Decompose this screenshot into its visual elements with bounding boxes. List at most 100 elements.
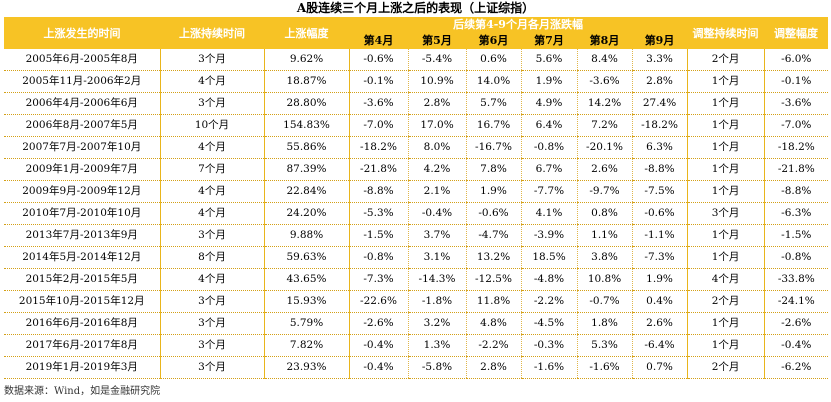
- cell-adj-magnitude: -18.2%: [763, 136, 829, 159]
- cell-month-4: -0.6%: [348, 49, 408, 71]
- cell-month-8: 8.4%: [576, 49, 632, 71]
- cell-adj-magnitude: -0.8%: [763, 246, 829, 269]
- cell-period: 2010年7月-2010年10月: [4, 202, 160, 225]
- cell-month-5: -1.8%: [407, 290, 466, 313]
- cell-month-8: 1.8%: [576, 312, 632, 335]
- cell-period: 2006年8月-2007年5月: [4, 114, 160, 137]
- cell-month-4: -7.3%: [348, 268, 408, 291]
- cell-duration: 4个月: [159, 180, 264, 203]
- cell-month-5: 3.2%: [407, 312, 466, 335]
- cell-adj-duration: 1个月: [686, 246, 765, 269]
- cell-period: 2009年1月-2009年7月: [4, 158, 160, 181]
- cell-gain: 59.63%: [263, 246, 349, 269]
- cell-month-6: -0.6%: [465, 202, 521, 225]
- cell-gain: 87.39%: [263, 158, 349, 181]
- cell-gain: 24.20%: [263, 202, 349, 225]
- cell-month-9: 1.9%: [631, 268, 688, 291]
- cell-month-8: 2.6%: [576, 158, 632, 181]
- header-duration: 上涨持续时间: [160, 17, 264, 49]
- cell-month-6: -12.5%: [465, 268, 521, 291]
- cell-month-6: 11.8%: [465, 290, 521, 313]
- header-month-9: 第9月: [632, 32, 688, 49]
- cell-month-4: -0.8%: [348, 246, 408, 269]
- cell-period: 2006年4月-2006年6月: [4, 92, 160, 115]
- cell-month-5: -5.8%: [407, 356, 466, 379]
- cell-month-9: 6.3%: [631, 136, 688, 159]
- cell-month-7: -7.7%: [520, 180, 577, 203]
- table-row: 2007年7月-2007年10月 4个月 55.86% -18.2% 8.0% -16.7…: [4, 136, 829, 159]
- cell-month-7: 1.9%: [520, 70, 577, 93]
- table-title: A股连续三个月上涨之后的表现（上证综指）: [296, 1, 535, 15]
- cell-adj-magnitude: -24.1%: [763, 290, 829, 313]
- cell-period: 2019年1月-2019年3月: [4, 356, 160, 379]
- cell-month-5: 2.8%: [407, 92, 466, 115]
- table-row: 2009年9月-2009年12月 4个月 22.84% -8.8% 2.1% 1.9% -7…: [4, 180, 829, 203]
- cell-month-7: -2.2%: [520, 290, 577, 313]
- cell-month-7: -0.8%: [520, 136, 577, 159]
- cell-month-5: 4.2%: [407, 158, 466, 181]
- cell-month-9: 2.8%: [631, 70, 688, 93]
- cell-adj-duration: 3个月: [686, 202, 765, 225]
- cell-adj-duration: 1个月: [686, 180, 765, 203]
- cell-adj-duration: 1个月: [686, 334, 765, 357]
- cell-adj-duration: 1个月: [686, 158, 765, 181]
- header-month-8: 第8月: [577, 32, 632, 49]
- cell-month-7: -4.8%: [520, 268, 577, 291]
- performance-table: 上涨发生的时间 上涨持续时间 上涨幅度 后续第4-9个月各月涨跌幅 调整持续时间…: [4, 17, 829, 379]
- cell-duration: 3个月: [159, 356, 264, 379]
- table-row: 2017年6月-2017年8月 3个月 7.82% -0.4% 1.3% -2.2% -0.…: [4, 334, 829, 357]
- header-month-5: 第5月: [408, 32, 466, 49]
- cell-month-6: -4.7%: [465, 224, 521, 247]
- cell-gain: 22.84%: [263, 180, 349, 203]
- cell-gain: 15.93%: [263, 290, 349, 313]
- cell-adj-duration: 1个月: [686, 70, 765, 93]
- cell-adj-magnitude: -7.0%: [763, 114, 829, 137]
- cell-month-8: 5.3%: [576, 334, 632, 357]
- cell-adj-magnitude: -6.3%: [763, 202, 829, 225]
- cell-gain: 154.83%: [263, 114, 349, 137]
- cell-adj-duration: 2个月: [686, 356, 765, 379]
- header-adj-duration: 调整持续时间: [687, 17, 765, 49]
- cell-month-7: -1.6%: [520, 356, 577, 379]
- cell-period: 2016年6月-2016年8月: [4, 312, 160, 335]
- cell-month-7: 18.5%: [520, 246, 577, 269]
- cell-month-9: 27.4%: [631, 92, 688, 115]
- cell-month-8: 0.8%: [576, 202, 632, 225]
- cell-month-5: 3.7%: [407, 224, 466, 247]
- cell-month-9: 0.4%: [631, 290, 688, 313]
- cell-month-4: -21.8%: [348, 158, 408, 181]
- cell-gain: 55.86%: [263, 136, 349, 159]
- cell-month-5: -5.4%: [407, 49, 466, 71]
- table-row: 2013年7月-2013年9月 3个月 9.88% -1.5% 3.7% -4.7% -3.…: [4, 224, 829, 247]
- cell-adj-magnitude: -33.8%: [763, 268, 829, 291]
- cell-period: 2005年6月-2005年8月: [4, 49, 160, 71]
- cell-month-5: -0.4%: [407, 202, 466, 225]
- cell-duration: 10个月: [159, 114, 264, 137]
- cell-gain: 28.80%: [263, 92, 349, 115]
- cell-month-9: 2.6%: [631, 312, 688, 335]
- cell-month-4: -0.1%: [348, 70, 408, 93]
- cell-month-8: -9.7%: [576, 180, 632, 203]
- cell-month-7: 4.9%: [520, 92, 577, 115]
- cell-month-6: -16.7%: [465, 136, 521, 159]
- table-row: 2005年11月-2006年2月 4个月 18.87% -0.1% 10.9% 14.0%…: [4, 70, 829, 93]
- table-body: 2005年6月-2005年8月 3个月 9.62% -0.6% -5.4% 0.6% 5.6…: [4, 49, 829, 379]
- table-row: 2006年8月-2007年5月 10个月 154.83% -7.0% 17.0% 16.7…: [4, 114, 829, 137]
- table-row: 2019年1月-2019年3月 3个月 23.93% -0.4% -5.8% 2.8% -1…: [4, 356, 829, 379]
- header-period: 上涨发生的时间: [4, 17, 160, 49]
- header-gain: 上涨幅度: [264, 17, 349, 49]
- cell-gain: 9.88%: [263, 224, 349, 247]
- cell-month-8: 7.2%: [576, 114, 632, 137]
- cell-duration: 3个月: [159, 49, 264, 71]
- cell-gain: 9.62%: [263, 49, 349, 71]
- cell-month-4: -22.6%: [348, 290, 408, 313]
- cell-duration: 8个月: [159, 246, 264, 269]
- table-row: 2006年4月-2006年6月 3个月 28.80% -3.6% 2.8% 5.7% 4.9…: [4, 92, 829, 115]
- cell-month-6: 0.6%: [465, 49, 521, 71]
- cell-adj-duration: 2个月: [686, 49, 765, 71]
- cell-adj-duration: 1个月: [686, 136, 765, 159]
- cell-month-4: -1.5%: [348, 224, 408, 247]
- cell-month-8: -1.6%: [576, 356, 632, 379]
- cell-adj-magnitude: -8.8%: [763, 180, 829, 203]
- cell-adj-magnitude: -0.1%: [763, 70, 829, 93]
